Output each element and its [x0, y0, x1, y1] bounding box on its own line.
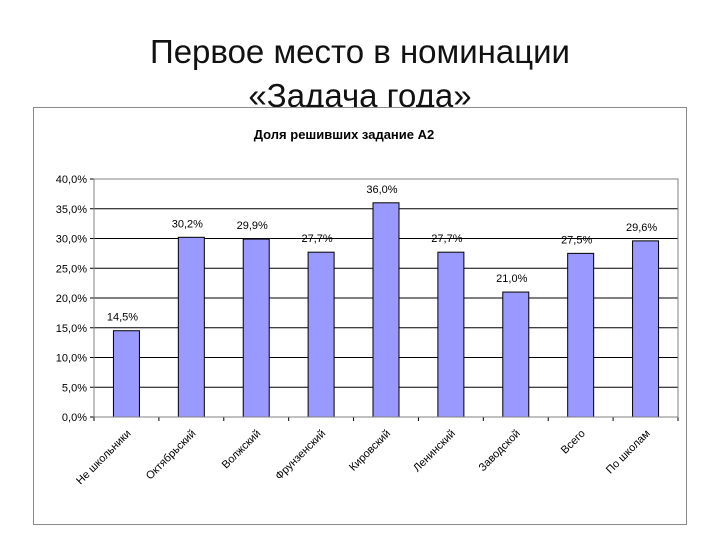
x-tick-label: Не школьники — [74, 428, 133, 487]
data-label: 29,6% — [626, 222, 657, 234]
y-tick-label: 40,0% — [56, 174, 87, 186]
y-tick-label: 10,0% — [56, 353, 87, 365]
x-tick-label: Заводской — [477, 428, 523, 474]
slide-title: Первое место в номинации «Задача года» — [0, 30, 720, 118]
x-tick-label: Всего — [559, 428, 588, 457]
x-axis: Не школьники Октябрьский Волжский Фрунзенск… — [74, 416, 679, 487]
y-tick-label: 30,0% — [56, 234, 87, 246]
bar — [632, 240, 660, 418]
slide-title-line-1: Первое место в номинации — [149, 33, 570, 70]
x-tick-label: Волжский — [220, 428, 264, 472]
data-label: 29,9% — [237, 220, 268, 232]
x-tick-label: Фрунзенский — [273, 428, 328, 483]
plot-area-border — [93, 178, 679, 418]
data-label: 27,5% — [561, 234, 592, 246]
data-label: 36,0% — [366, 184, 397, 196]
data-label: 27,7% — [302, 233, 333, 245]
chart-frame: Доля решивших задание А2 0,0% 5,0% 10,0% 15… — [33, 107, 687, 525]
data-labels: 14,5% 30,2% 29,9% 27,7% 36,0% 27,7% 21,0% 27,5%… — [107, 184, 658, 324]
chart-title: Доля решивших задание А2 — [254, 127, 434, 142]
bar — [372, 202, 400, 418]
y-tick-label: 0,0% — [62, 412, 87, 424]
data-label: 14,5% — [107, 312, 138, 324]
bar-chart: Доля решивших задание А2 0,0% 5,0% 10,0% 15… — [56, 127, 679, 487]
y-tick-label: 20,0% — [56, 293, 87, 305]
x-tick-label: Октябрьский — [144, 428, 199, 483]
x-tick-label: Ленинский — [411, 428, 458, 475]
y-tick-label: 35,0% — [56, 204, 87, 216]
bar — [502, 291, 530, 418]
x-tick-label: По школам — [604, 428, 653, 477]
y-tick-label: 15,0% — [56, 323, 87, 335]
bar — [112, 330, 140, 418]
bar — [307, 251, 335, 418]
bar — [437, 251, 465, 418]
data-label: 27,7% — [431, 233, 462, 245]
bar — [177, 236, 205, 418]
bar — [242, 238, 270, 418]
y-tick-label: 25,0% — [56, 263, 87, 275]
x-tick-label: Кировский — [347, 428, 393, 474]
y-tick-label: 5,0% — [62, 382, 87, 394]
bars — [112, 202, 660, 418]
data-label: 21,0% — [496, 273, 527, 285]
y-axis: 0,0% 5,0% 10,0% 15,0% 20,0% 25,0% 30,0% 35,0% 40… — [56, 174, 94, 424]
bar — [567, 252, 595, 418]
data-label: 30,2% — [172, 218, 203, 230]
